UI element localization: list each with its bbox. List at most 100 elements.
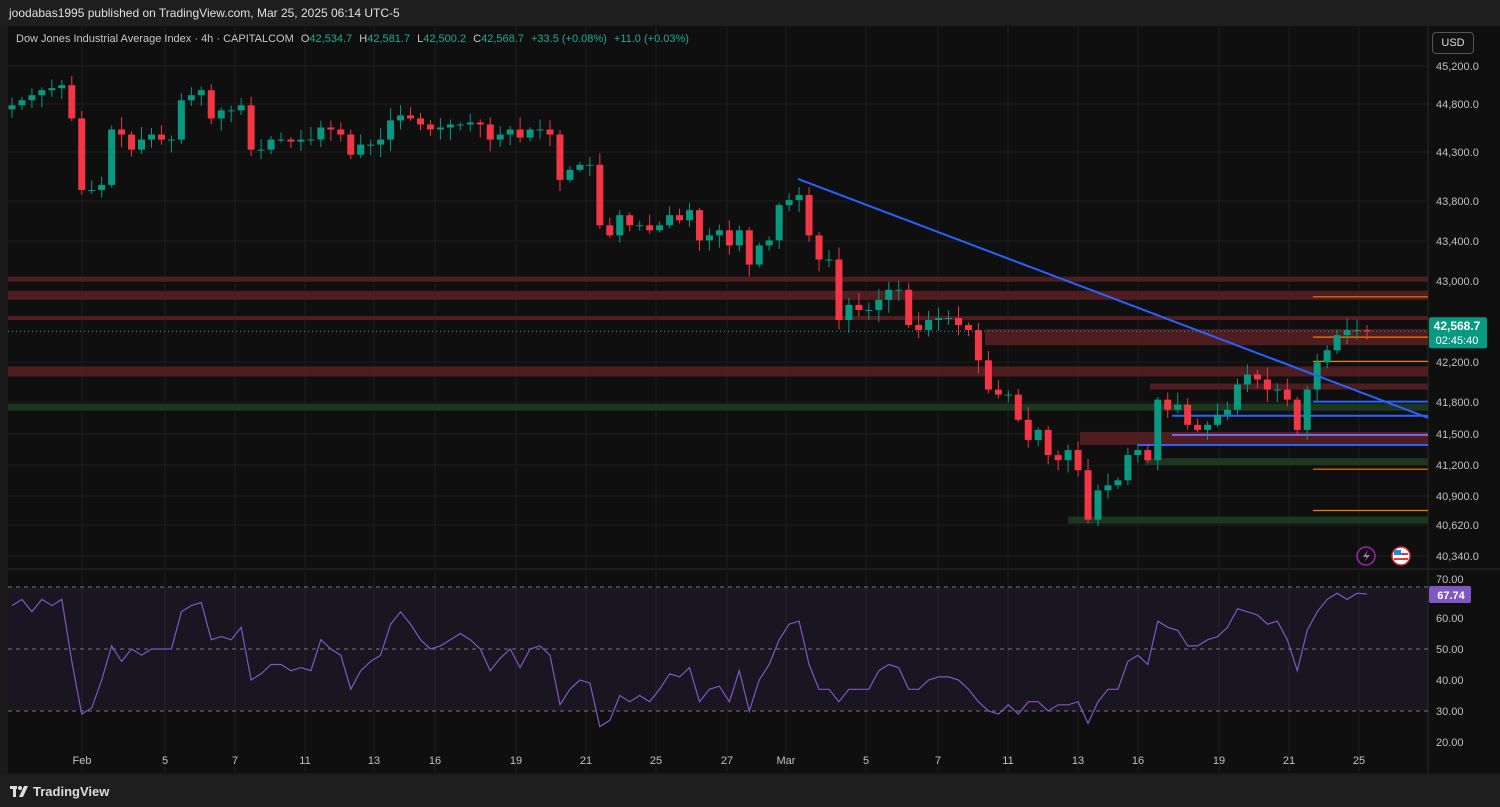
candle-body [1074,450,1082,471]
candle [426,120,434,136]
high-label: H [359,33,368,45]
candle-body [108,129,116,185]
candle [775,202,783,250]
open-label: O [300,33,310,45]
candle-body [1363,330,1371,332]
rsi-tick-label: 30.00 [1436,706,1464,718]
candle [108,125,116,188]
candle [1064,444,1072,473]
x-tick-label: 5 [863,755,869,767]
candle-body [416,118,424,125]
candle [8,97,16,118]
candle [1144,444,1152,463]
candle [725,220,733,255]
candle [377,128,385,158]
candle [1134,443,1142,463]
candle [735,225,743,252]
brand-name: TradingView [33,784,110,799]
candle [656,221,664,233]
candle-body [476,122,484,125]
candle-body [217,110,225,119]
candle [875,289,883,323]
tradingview-logo[interactable]: TradingView [10,784,109,799]
candle-body [68,85,76,119]
candle-body [357,144,365,155]
candle-body [1174,404,1182,410]
candle [845,297,853,333]
candle [1273,383,1281,403]
candle-body [48,88,56,91]
currency-button[interactable]: USD [1432,32,1474,54]
candle [197,86,205,106]
candle-body [1034,429,1042,440]
candle-body [935,318,943,321]
resistance-zone [985,329,1428,346]
candle [925,310,933,337]
candle-body [855,304,863,310]
candle [1104,473,1112,499]
candle-body [367,144,375,146]
candle-body [1184,404,1192,425]
y-tick-label: 43,800.0 [1436,196,1479,208]
candle [397,105,405,130]
symbol-title[interactable]: Dow Jones Industrial Average Index · 4h … [16,33,294,45]
rsi-tick-label: 70.00 [1436,574,1464,586]
candle [247,96,255,157]
candle-body [187,95,195,101]
x-tick-label: 19 [1213,755,1225,767]
candle-body [247,105,255,150]
candle-body [516,129,524,138]
candle [337,122,345,142]
candle [895,280,903,301]
candle [536,119,544,140]
x-tick-label: 19 [510,755,522,767]
candle-body [1194,424,1202,430]
candle-body [397,115,405,121]
candle-body [1114,480,1122,486]
candle [456,122,464,131]
last-price-label: 42,568.7 [1434,319,1481,333]
trendline [797,177,1429,419]
candle-body [78,118,86,190]
open-value: 42,534.7 [309,33,353,45]
candle [277,132,285,143]
candle [1253,369,1261,389]
candle-body [387,120,395,140]
candle-body [1214,414,1222,425]
candle [1074,441,1082,477]
candle [157,125,165,145]
candle-body [426,124,434,130]
candle-body [994,389,1002,395]
candle [446,119,454,141]
flag-stripe [1394,558,1408,560]
us-flag-icon[interactable] [1391,546,1411,566]
candle [1243,364,1251,393]
candle-body [157,134,165,140]
candle-body [865,309,873,311]
candle-body [1333,335,1341,351]
candle-body [8,105,16,110]
resistance-zone [1080,431,1428,446]
candle [1283,378,1291,407]
candle-body [1064,450,1072,461]
candle-body [666,215,674,226]
x-tick-label: 7 [935,755,941,767]
candle-body [885,289,893,300]
lightning-icon[interactable] [1356,546,1376,566]
x-tick-label: 13 [368,755,380,767]
candle [416,112,424,131]
candle-body [626,215,634,226]
candle-body [456,124,464,126]
candle [1204,421,1212,440]
candle [516,117,524,143]
support-zone [1145,458,1428,466]
candle-body [725,230,733,246]
candle [646,214,654,234]
candle [357,134,365,159]
candle-body [496,134,504,140]
candle-body [58,85,66,89]
candle [785,193,793,212]
candle [1184,398,1192,430]
x-tick-label: 11 [299,755,310,767]
